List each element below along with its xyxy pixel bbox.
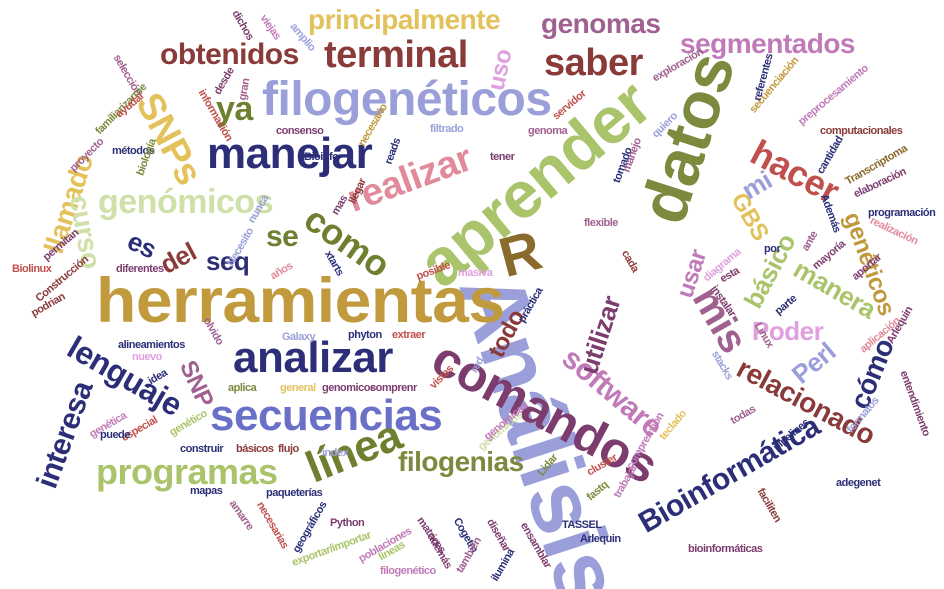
word: faciliten [754,486,784,525]
word: genomas [541,8,661,39]
word: construir [180,443,224,455]
word: mapas [190,485,223,497]
word: básicos [236,443,274,455]
word: obtenidos [160,38,299,71]
word: cada [619,248,641,275]
word: masiva [458,267,493,279]
word: filogenias [398,446,524,477]
word: flujo [278,443,299,455]
word: genoma [528,125,568,137]
word: terminal [324,34,468,76]
word: también [454,535,484,576]
word: mayoría [810,238,848,273]
word: Biolinux [12,263,52,275]
word: filogenéticos [262,73,552,126]
word: aplica [228,382,257,394]
word: principalmente [308,4,501,35]
word: tener [490,151,515,163]
word: programas [96,451,278,492]
word: ante [799,229,821,254]
word: segmentados [680,28,856,59]
word: diseñar [484,516,513,554]
word: index [322,447,349,459]
word: genomicos [322,382,376,394]
word: flexible [584,217,618,229]
word: extraer [392,329,426,341]
word: Arlequin [580,533,621,545]
word: ya [216,90,253,128]
word: necesarias [254,499,291,551]
word: parte [772,292,800,318]
word: stacks [709,348,736,382]
word: saber [544,42,643,84]
word: métodos [112,145,155,157]
word: analizar [233,333,393,382]
word: phyton [348,329,382,341]
word: bioinformáticas [688,543,763,555]
word: secuencias [210,391,443,440]
word: genómicos [98,183,273,221]
word: diferentes [116,263,164,275]
word: utilizar [573,292,627,378]
word: manejar [207,129,373,178]
word: alineamientos [118,339,185,351]
word: adegenet [836,477,881,489]
word: general [280,382,316,394]
word: mas [329,193,351,218]
word: TASSEL [562,519,602,531]
word: computacionales [820,125,903,137]
word: nuevo [132,351,162,363]
word: programación [868,207,936,219]
word: Bioinfo [304,151,339,163]
word: es [122,225,161,265]
word: amarre [226,497,256,533]
word: consenso [276,125,324,137]
word: Además [817,192,843,235]
word: Poder [752,316,824,346]
word: entendimiento [897,369,933,438]
word: paqueterías [266,487,323,499]
word: preprocesamiento [796,62,871,128]
word: filogenético [380,565,436,577]
word: comprenr [370,382,417,394]
word: todas [728,403,758,427]
word: Python [330,517,365,529]
word: por [764,243,781,255]
word: seq [206,246,250,276]
word: puede [100,429,130,441]
word: Galaxy [282,331,316,343]
word: se [266,220,299,253]
word: filtrado [430,123,464,135]
word: herramientas [96,264,505,336]
word: interesa [30,376,100,493]
